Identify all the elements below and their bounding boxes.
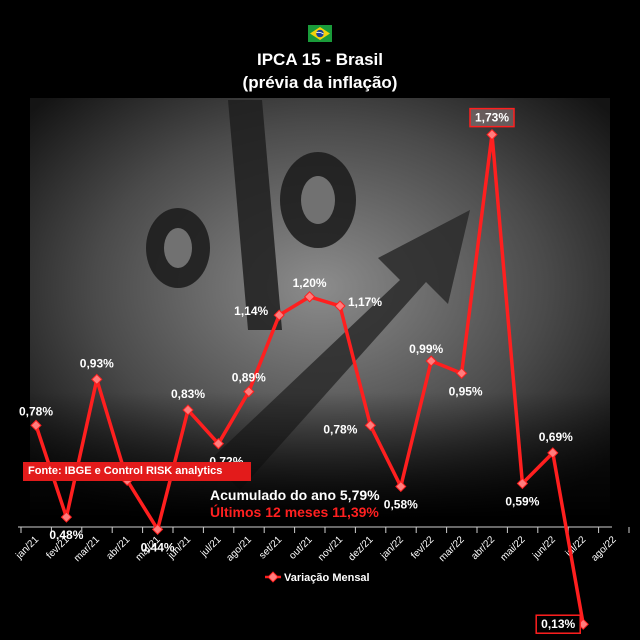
x-tick-label: abr/22 [469,534,497,562]
chart-title: IPCA 15 - Brasil [257,50,383,69]
data-point-marker [486,128,498,141]
data-point-marker [364,419,377,431]
x-tick-label: fev/22 [409,534,436,561]
series-markers [30,128,589,630]
legend-swatch-marker [267,571,279,583]
data-point-marker [212,438,225,450]
last-12-months-text: Últimos 12 meses 11,39% [210,504,379,520]
legend: Variação Mensal [265,571,370,584]
brazil-flag-icon [308,25,332,42]
data-point-marker [182,404,194,416]
x-tick-label: abr/21 [104,534,132,562]
data-label: 0,59% [505,494,539,508]
data-label: 1,14% [234,304,268,318]
data-label: 1,20% [293,276,327,290]
data-point-marker [395,480,407,493]
data-label: 0,78% [323,422,357,436]
data-label: 0,78% [19,404,53,418]
data-point-marker [273,309,285,321]
data-point-marker [151,523,164,536]
data-label: 0,13% [541,617,575,631]
data-label: 1,73% [475,111,509,125]
source-label: Fonte: IBGE e Control RISK analytics [23,462,251,481]
data-label-highlight-box [535,614,581,634]
data-label: 0,99% [409,342,443,356]
data-point-marker [243,386,255,398]
data-point-marker [334,300,346,312]
x-tick-label: jan/21 [13,534,41,562]
data-label: 1,17% [348,295,382,309]
data-point-marker [516,477,529,490]
x-tick-label: jul/21 [198,534,224,560]
x-tick-label: dez/21 [347,534,376,563]
data-point-marker [91,373,103,386]
data-labels: 0,78%0,48%0,93%0,60%0,44%0,83%0,72%0,89%… [19,107,581,634]
background-image [30,98,610,518]
data-label: 0,83% [171,387,205,401]
data-label: 0,44% [141,540,175,554]
x-tick-label: mar/22 [437,534,467,564]
x-tick-label: jun/22 [530,534,558,562]
x-tick-label: ago/21 [225,534,255,564]
accumulated-year-text: Acumulado do ano 5,79% [210,487,380,503]
data-label: 0,48% [49,528,83,542]
chart-subtitle: (prévia da inflação) [242,73,398,92]
x-tick-label: ago/22 [589,534,619,564]
data-point-marker [303,291,316,303]
data-point-marker [30,419,42,431]
data-point-marker [455,367,468,379]
data-label: 0,69% [539,430,573,444]
data-label: 0,58% [384,498,418,512]
x-tick-label: out/21 [287,534,315,562]
x-axis-ticks [20,527,630,533]
x-tick-label: jan/22 [378,534,406,562]
data-label: 0,89% [232,371,266,385]
legend-label: Variação Mensal [284,572,370,584]
x-axis-labels: jan/21 fev/21 mar/21 abr/21 mai/21 jun/21 jul/… [13,534,619,564]
data-point-marker [547,447,559,459]
x-tick-label: set/21 [257,534,284,561]
x-tick-label: nov/21 [316,534,345,563]
data-point-marker [60,511,73,523]
data-label: 0,95% [449,384,483,398]
data-point-marker [425,355,437,367]
x-tick-label: mai/22 [499,534,528,563]
data-label: 0,93% [80,356,114,370]
data-label-highlight-box [469,107,515,128]
